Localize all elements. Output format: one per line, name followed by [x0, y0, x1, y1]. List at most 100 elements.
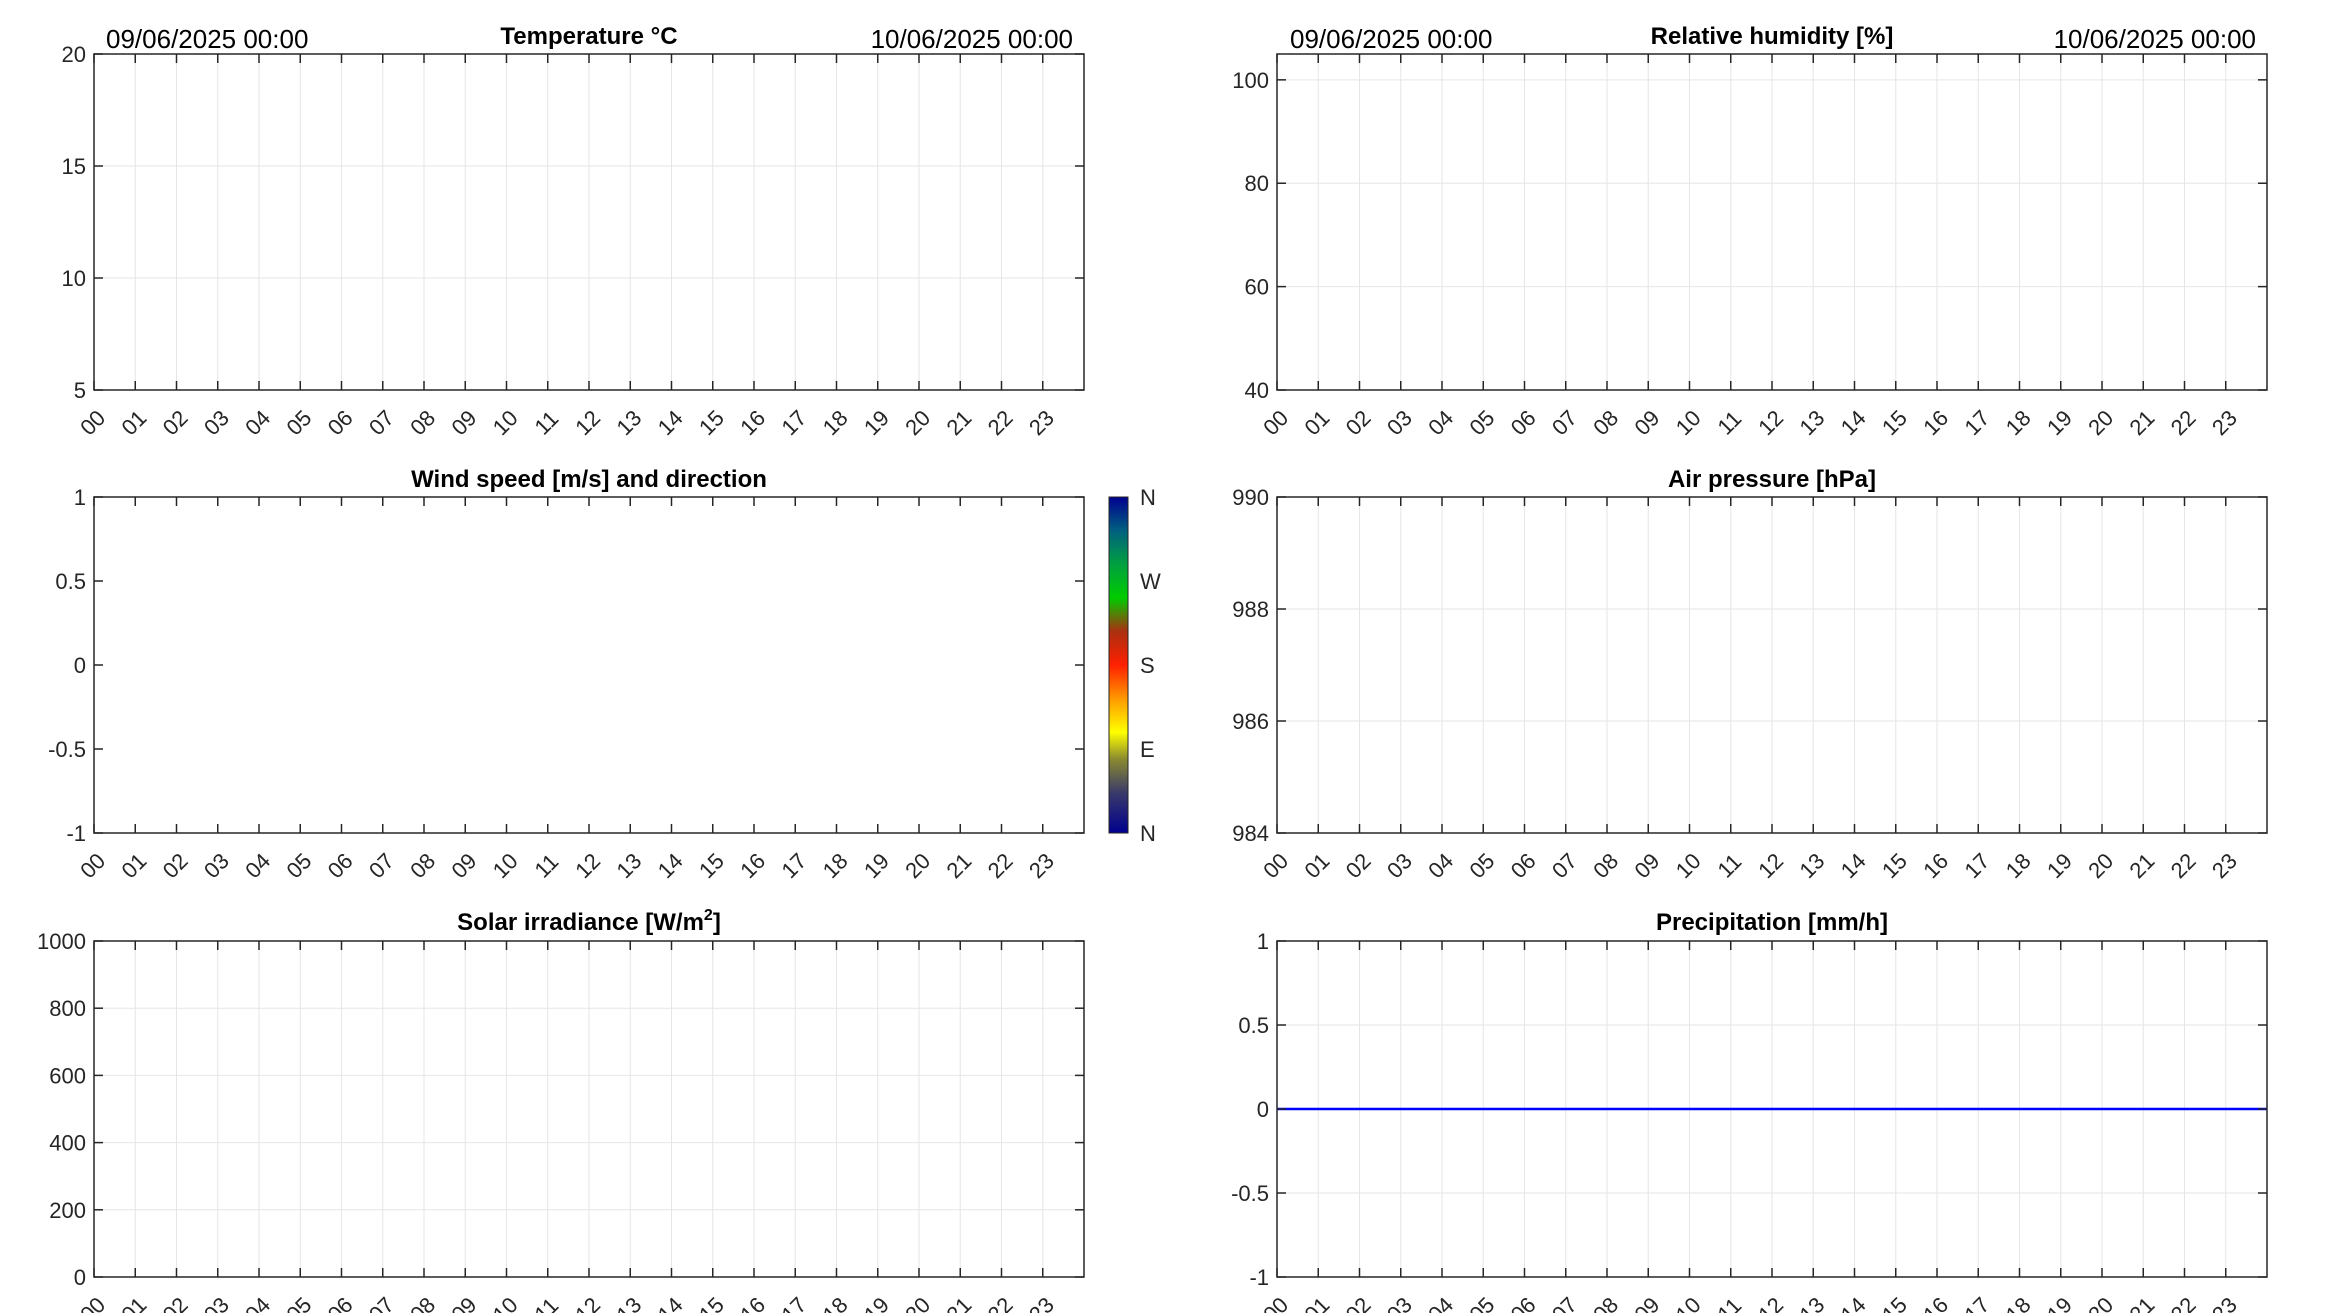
pressure-xtick-label: 08: [1588, 848, 1623, 883]
humidity-panel: 09/06/2025 00:00 10/06/2025 00:00 Relati…: [1232, 23, 2268, 440]
pressure-ytick-label: 988: [1232, 597, 1269, 622]
precipitation-xtick-label: 11: [1713, 1293, 1747, 1313]
temperature-xtick-label: 22: [983, 405, 1018, 440]
humidity-xtick-label: 16: [1918, 405, 1953, 440]
humidity-xtick-label: 15: [1877, 405, 1912, 440]
temperature-xtick-label: 23: [1024, 405, 1059, 440]
wind-xtick-label: 04: [240, 848, 275, 883]
wind-xtick-label: 15: [694, 848, 729, 883]
wind-xtick-label: 16: [735, 848, 770, 883]
wind-xtick-label: 08: [405, 848, 440, 883]
precipitation-xtick-label: 18: [2001, 1292, 2036, 1313]
humidity-xtick-label: 21: [2124, 405, 2159, 440]
temperature-xtick-label: 14: [653, 405, 688, 440]
pressure-xtick-label: 06: [1506, 848, 1541, 883]
temperature-xtick-label: 16: [735, 405, 770, 440]
pressure-xtick-label: 16: [1918, 848, 1953, 883]
precipitation-xtick-label: 20: [2083, 1292, 2118, 1313]
humidity-xtick-label: 00: [1258, 405, 1293, 440]
solar-xtick-label: 11: [530, 1293, 564, 1313]
temperature-xtick-label: 19: [859, 405, 894, 440]
solar-xtick-label: 12: [570, 1292, 605, 1313]
pressure-xtick-label: 19: [2042, 848, 2077, 883]
temperature-xtick-label: 20: [900, 405, 935, 440]
humidity-ytick-label: 100: [1232, 68, 1269, 93]
humidity-start-date-label: 09/06/2025 00:00: [1290, 24, 1492, 54]
humidity-title: Relative humidity [%]: [1651, 23, 1894, 50]
solar-xtick-label: 17: [776, 1292, 811, 1313]
temperature-xtick-label: 09: [446, 405, 481, 440]
solar-ytick-label: 400: [49, 1131, 86, 1156]
wind-xtick-label: 13: [611, 848, 646, 883]
solar-xtick-label: 07: [364, 1292, 399, 1313]
temperature-xtick-label: 15: [694, 405, 729, 440]
precipitation-ytick-label: 1: [1257, 929, 1269, 954]
wind-xtick-label: 18: [818, 848, 853, 883]
pressure-ytick-label: 986: [1232, 709, 1269, 734]
solar-xtick-label: 13: [611, 1292, 646, 1313]
temperature-xtick-label: 18: [818, 405, 853, 440]
precipitation-xtick-label: 03: [1382, 1292, 1417, 1313]
humidity-xtick-label: 01: [1299, 405, 1334, 440]
temperature-xtick-label: 10: [488, 405, 523, 440]
humidity-xtick-label: 03: [1382, 405, 1417, 440]
precipitation-xtick-label: 16: [1918, 1292, 1953, 1313]
wind-xtick-label: 20: [900, 848, 935, 883]
pressure-ytick-label: 984: [1232, 821, 1269, 846]
precipitation-xtick-label: 01: [1299, 1292, 1334, 1313]
wind-xtick-label: 19: [859, 848, 894, 883]
temperature-xtick-label: 03: [199, 405, 234, 440]
humidity-ytick-label: 80: [1245, 171, 1269, 196]
wind-ytick-label: 0.5: [55, 569, 86, 594]
humidity-xtick-label: 02: [1341, 405, 1376, 440]
humidity-xtick-label: 12: [1753, 405, 1788, 440]
pressure-xtick-label: 20: [2083, 848, 2118, 883]
solar-xtick-label: 05: [281, 1292, 316, 1313]
pressure-xtick-label: 11: [1713, 849, 1747, 883]
humidity-xtick-label: 19: [2042, 405, 2077, 440]
start-date-label: 09/06/2025 00:00: [106, 24, 308, 54]
wind-xtick-label: 12: [570, 848, 605, 883]
pressure-axes: 984 986 988 990 00 01 02 03 04 05 06 07 08 09 10 11 12 13…: [1232, 485, 2268, 883]
humidity-xtick-label: 23: [2207, 405, 2242, 440]
wind-ytick-label: -1: [66, 821, 86, 846]
humidity-xtick-label: 04: [1423, 405, 1458, 440]
solar-axes: 0 200 400 600 800 1000 00 01 02 03 04 05 06 07 08 09 10 1…: [37, 929, 1085, 1313]
precipitation-xtick-label: 17: [1959, 1292, 1994, 1313]
solar-xtick-label: 18: [818, 1292, 853, 1313]
wind-xtick-label: 00: [75, 848, 110, 883]
temperature-ytick-label: 20: [62, 42, 86, 67]
precipitation-xtick-label: 22: [2166, 1292, 2201, 1313]
solar-xtick-label: 10: [488, 1292, 523, 1313]
wind-ytick-label: 0: [74, 653, 86, 678]
wind-xtick-label: 03: [199, 848, 234, 883]
humidity-xtick-label: 06: [1506, 405, 1541, 440]
wind-xtick-label: 14: [653, 848, 688, 883]
temperature-xtick-label: 11: [530, 406, 564, 440]
humidity-xtick-label: 11: [1713, 406, 1747, 440]
precipitation-xtick-label: 13: [1794, 1292, 1829, 1313]
humidity-xtick-label: 13: [1794, 405, 1829, 440]
humidity-ytick-label: 40: [1245, 378, 1269, 403]
humidity-xtick-label: 18: [2001, 405, 2036, 440]
precipitation-xtick-label: 00: [1258, 1292, 1293, 1313]
pressure-xtick-label: 07: [1547, 848, 1582, 883]
pressure-xtick-label: 10: [1671, 848, 1706, 883]
temperature-xtick-label: 04: [240, 405, 275, 440]
humidity-end-date-label: 10/06/2025 00:00: [2054, 24, 2256, 54]
precipitation-xtick-label: 02: [1341, 1292, 1376, 1313]
solar-title: Solar irradiance [W/m2]: [457, 907, 721, 936]
humidity-xtick-label: 08: [1588, 405, 1623, 440]
solar-xtick-label: 08: [405, 1292, 440, 1313]
solar-xtick-label: 04: [240, 1292, 275, 1313]
precipitation-ytick-label: 0: [1257, 1097, 1269, 1122]
solar-xtick-label: 00: [75, 1292, 110, 1313]
wind-xtick-label: 05: [281, 848, 316, 883]
humidity-xtick-label: 20: [2083, 405, 2118, 440]
colorbar-label-east: E: [1140, 737, 1155, 762]
precipitation-xtick-label: 04: [1423, 1292, 1458, 1313]
